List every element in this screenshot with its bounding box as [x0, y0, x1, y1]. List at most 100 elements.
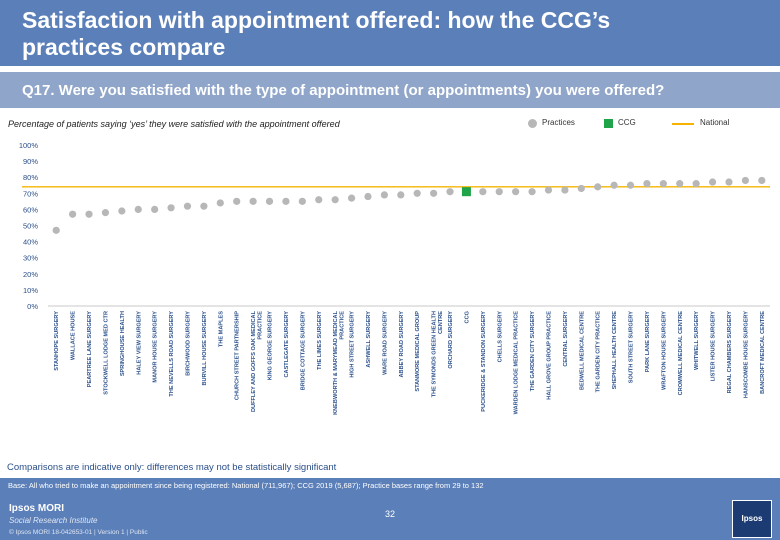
page-number: 32	[384, 509, 395, 519]
category-label-line: THE NEVELLS ROAD SURGERY	[169, 311, 175, 397]
category-label-line: REGAL CHAMBERS SURGERY	[727, 311, 733, 394]
practice-marker	[101, 209, 110, 217]
practice-marker	[643, 180, 651, 188]
practice-marker	[725, 178, 733, 186]
y-tick-label: 40%	[23, 238, 38, 247]
category-label: SOUTH STREET SURGERY	[629, 311, 635, 383]
category-label-line: WARE ROAD SURGERY	[382, 311, 388, 375]
chart-subtitle: Percentage of patients saying ‘yes’ they…	[8, 119, 340, 129]
category-label-line: BEDWELL MEDICAL CENTRE	[579, 311, 585, 390]
category-label: THE LIMES SURGERY	[317, 311, 323, 370]
y-tick-label: 10%	[23, 286, 38, 295]
practice-marker	[183, 202, 192, 210]
category-label-line: STANMORE MEDICAL GROUP	[415, 311, 421, 392]
legend-practices-label: Practices	[542, 118, 575, 127]
category-label: THE MAPLES	[218, 311, 224, 347]
practice-marker	[692, 180, 700, 188]
category-label: PUCKERIDGE & STANDON SURGERY	[481, 311, 487, 412]
practice-marker	[249, 197, 257, 205]
practice-marker	[151, 205, 159, 213]
practice-marker	[659, 180, 667, 188]
practice-marker	[364, 192, 372, 201]
y-tick-label: 70%	[23, 189, 38, 198]
practice-marker	[331, 196, 339, 204]
practice-marker	[708, 178, 717, 186]
practice-marker	[577, 184, 585, 193]
title-bar	[0, 0, 780, 66]
category-label: ORCHARD SURGERY	[448, 311, 454, 369]
category-label-line: CASTLEGATE SURGERY	[284, 311, 290, 378]
practice-marker	[167, 204, 175, 212]
category-label: ABBEY ROAD SURGERY	[399, 311, 405, 378]
y-tick-label: 20%	[23, 270, 38, 279]
legend-ccg-marker	[604, 119, 613, 128]
category-label: KNEBWORTH & MARYMEAD MEDICALPRACTICE	[333, 310, 346, 414]
base-bar	[0, 478, 780, 494]
y-tick-label: 30%	[23, 254, 38, 263]
legend-ccg-label: CCG	[618, 118, 636, 127]
category-label-line: CHURCH STREET PARTNERSHIP	[235, 311, 241, 400]
category-label: REGAL CHAMBERS SURGERY	[727, 311, 733, 394]
question-text: Q17. Were you satisfied with the type of…	[22, 82, 665, 99]
category-label: CHELLS SURGERY	[497, 311, 503, 363]
practice-marker	[758, 176, 766, 185]
category-label-line: BANCROFT MEDICAL CENTRE	[760, 311, 766, 394]
copyright: © Ipsos MORI 18-042653-01 | Version 1 | …	[9, 529, 148, 536]
y-tick-label: 80%	[23, 173, 38, 182]
practice-marker	[495, 188, 503, 196]
practice-marker	[69, 210, 77, 218]
slide-title: Satisfaction with appointment offered: h…	[22, 7, 611, 60]
y-tick-label: 0%	[27, 302, 38, 311]
practice-marker	[446, 188, 454, 196]
legend-practices-marker	[528, 119, 537, 128]
category-label-line: CENTRE	[438, 311, 444, 334]
category-label: CASTLEGATE SURGERY	[284, 311, 290, 378]
category-label-line: PRACTICE	[258, 311, 264, 340]
category-label: CENTRAL SURGERY	[563, 311, 569, 367]
satisfaction-chart: 0% 10% 20% 30% 40% 50% 60% 70% 80% 90% 100% STANHOP…	[19, 141, 770, 415]
category-label: THE GARDEN CITY PRACTICE	[596, 311, 602, 393]
category-label: BRIDGE COTTAGE SURGERY	[300, 311, 306, 391]
category-label: STANHOPE SURGERY	[54, 311, 60, 371]
category-label: HIGH STREET SURGERY	[350, 311, 356, 378]
y-tick-label: 100%	[19, 141, 39, 150]
category-label-line: ABBEY ROAD SURGERY	[399, 311, 405, 378]
category-label: HALL GROVE GROUP PRACTICE	[546, 311, 552, 400]
category-label-line: WRAFTON HOUSE SURGERY	[661, 311, 667, 390]
category-label: HANSCOMBE HOUSE SURGERY	[743, 311, 749, 398]
category-label-line: DUFFLEY AND GOFFS OAK MEDICAL	[251, 310, 257, 412]
practice-marker	[561, 186, 569, 194]
category-label: STANMORE MEDICAL GROUP	[415, 311, 421, 392]
practice-marker	[85, 210, 93, 218]
category-label: ASHWELL SURGERY	[366, 311, 372, 368]
practice-marker	[134, 205, 142, 213]
category-label-line: THE GARDEN CITY PRACTICE	[596, 311, 602, 393]
category-label: CROMWELL MEDICAL CENTRE	[678, 311, 684, 396]
category-label: PEARTREE LANE SURGERY	[87, 311, 93, 388]
category-label: STOCKWELL LODGE MED CTR	[103, 311, 109, 395]
category-label: WARE ROAD SURGERY	[382, 311, 388, 375]
y-tick-label: 60%	[23, 205, 38, 214]
category-label-line: CHELLS SURGERY	[497, 311, 503, 363]
practice-marker	[626, 181, 635, 189]
category-label: WALLACE HOUSE	[71, 311, 77, 360]
practice-marker	[397, 191, 405, 199]
practice-marker	[544, 186, 553, 194]
category-label-line: THE GARDEN CITY SURGERY	[530, 311, 536, 391]
footer	[0, 494, 780, 540]
category-label: KING GEORGE SURGERY	[268, 311, 274, 380]
legend-national-line	[672, 123, 694, 125]
category-label-line: PEARTREE LANE SURGERY	[87, 311, 93, 388]
question-bar	[0, 72, 780, 108]
category-label-line: ASHWELL SURGERY	[366, 311, 372, 368]
practice-marker	[741, 176, 749, 185]
practice-marker	[528, 188, 536, 196]
category-label: THE NEVELLS ROAD SURGERY	[169, 311, 175, 397]
practice-marker	[118, 207, 126, 215]
category-label-line: CENTRAL SURGERY	[563, 311, 569, 367]
practice-marker	[315, 196, 323, 204]
category-label: WRAFTON HOUSE SURGERY	[661, 311, 667, 390]
category-label: MANOR HOUSE SURGERY	[153, 311, 159, 383]
practice-marker	[282, 197, 290, 205]
practice-marker	[347, 194, 356, 202]
